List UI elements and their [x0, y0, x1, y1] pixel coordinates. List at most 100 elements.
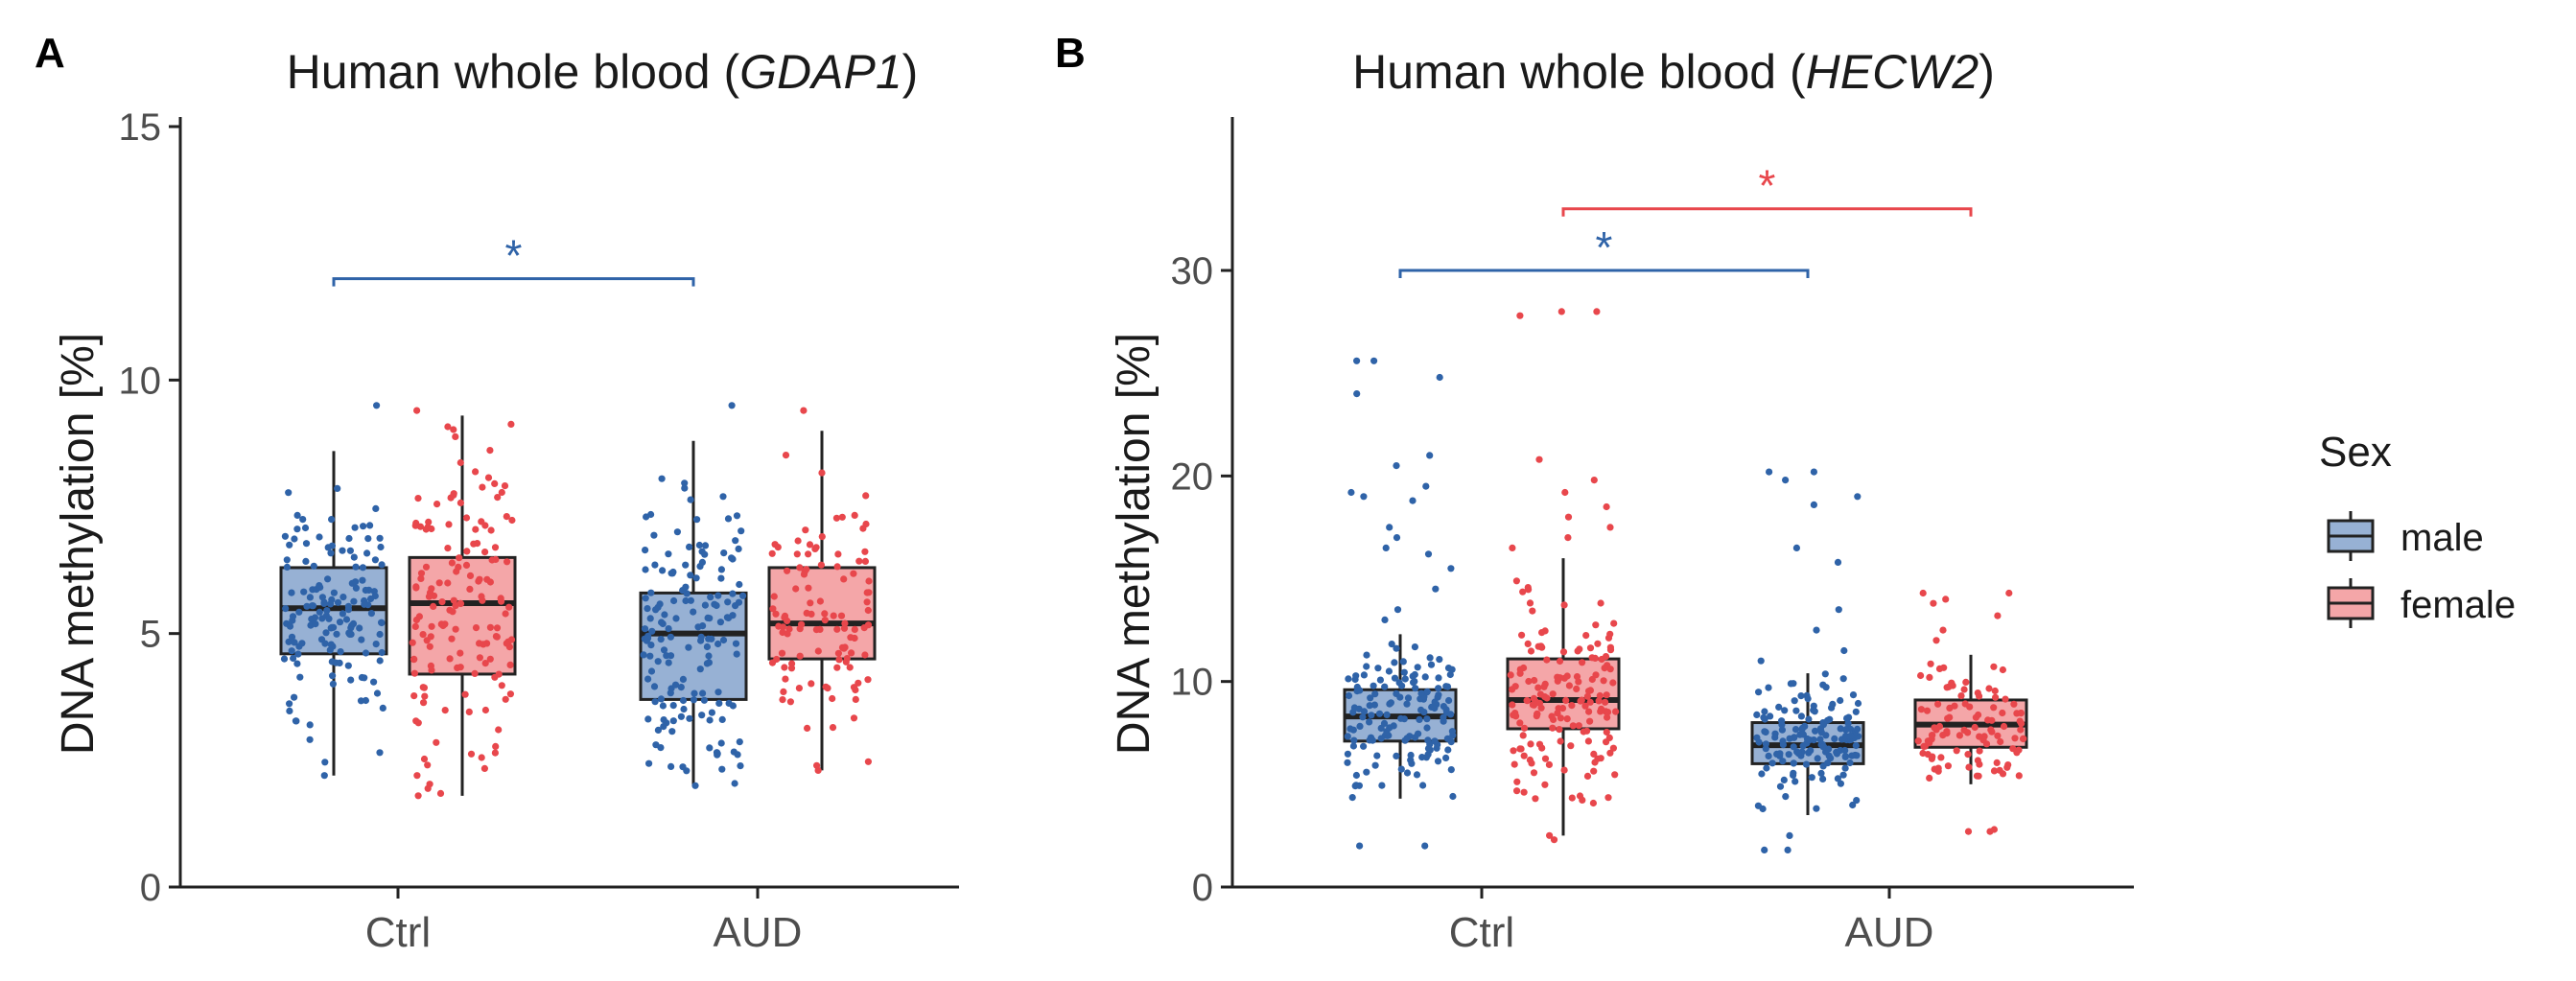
panel-a-point-female: [452, 432, 459, 440]
panel-a-point-male: [658, 475, 666, 482]
panel-b-point-male: [1378, 782, 1386, 789]
panel-b-point-male: [1841, 764, 1849, 772]
panel-a-point-male: [667, 762, 675, 771]
panel-a-point-male: [376, 630, 384, 639]
panel-a-point-male: [668, 728, 676, 736]
panel-b-point-female: [1606, 643, 1614, 651]
panel-b-point-male: [1790, 680, 1797, 688]
panel-a-point-female: [428, 622, 435, 630]
panel-a-point-female: [768, 549, 776, 557]
panel-b-point-male: [1842, 726, 1850, 734]
panel-a-point-male: [282, 605, 290, 613]
panel-a-point-male: [325, 615, 333, 622]
panel-a-point-female: [786, 698, 795, 706]
panel-b-point-female: [1586, 717, 1594, 725]
panel-a-point-male: [312, 620, 319, 628]
panel-b-point-male: [1419, 782, 1427, 789]
panel-a-point-male: [652, 741, 660, 749]
panel-a-point-male: [310, 562, 317, 570]
panel-b-point-female: [1527, 647, 1535, 655]
panel-a-point-male: [334, 484, 341, 492]
panel-b-point-male: [1825, 745, 1833, 753]
panel-b-point-male: [1786, 831, 1793, 840]
panel-b-point-female: [1931, 765, 1938, 773]
panel-b-point-male: [1355, 705, 1363, 712]
panel-a-point-male: [644, 632, 652, 640]
panel-a-point-male: [288, 589, 295, 596]
panel-a-point-female: [472, 468, 480, 476]
panel-b-point-female: [1917, 706, 1925, 713]
panel-a-point-female: [470, 540, 478, 548]
panel-a-point-male: [682, 561, 690, 569]
panel-b-point-female: [1567, 742, 1575, 750]
panel-a-point-male: [309, 602, 316, 610]
panel-a-point-female: [466, 572, 475, 580]
panel-b-point-male: [1758, 770, 1766, 778]
panel-b-point-male: [1432, 585, 1440, 593]
panel-a-point-male: [334, 598, 342, 606]
panel-a-y-axis-label: DNA methylation [%]: [53, 333, 104, 755]
panel-b-point-male: [1757, 657, 1765, 665]
panel-b-point-female: [1942, 596, 1950, 603]
panel-b-point-female: [1993, 759, 2001, 767]
panel-a-point-male: [644, 675, 652, 683]
panel-b-point-male: [1767, 712, 1774, 720]
panel-a-point-female: [437, 620, 445, 628]
panel-b-point-female: [1919, 589, 1927, 597]
panel-a-point-female: [865, 589, 873, 596]
panel-b-point-male: [1841, 753, 1849, 761]
panel-b-point-female: [1531, 676, 1538, 685]
panel-b-point-male: [1347, 488, 1355, 497]
panel-a-point-male: [695, 541, 704, 549]
panel-a-point-male: [717, 574, 725, 582]
panel-b-point-female: [1593, 308, 1601, 315]
panel-a-point-female: [818, 533, 826, 541]
panel-b-point-male: [1368, 712, 1375, 719]
panel-b-point-male: [1843, 714, 1851, 722]
panel-b-point-female: [2017, 710, 2025, 717]
panel-a-point-male: [327, 549, 335, 557]
panel-b-point-male: [1376, 676, 1384, 684]
panel-a-point-male: [651, 561, 659, 569]
panel-b-point-female: [1974, 757, 1981, 764]
panel-a-point-male: [345, 534, 353, 543]
panel-b-point-male: [1374, 665, 1382, 672]
panel-b-point-female: [1930, 599, 1937, 607]
panel-b-point-male: [1807, 747, 1815, 755]
panel-a-point-female: [414, 719, 422, 727]
panel-b-point-female: [1996, 766, 2003, 774]
panel-b-point-male: [1356, 842, 1364, 850]
panel-a-point-male: [300, 588, 308, 596]
panel-b-point-male: [1403, 769, 1412, 777]
panel-b-point-male: [1792, 544, 1800, 552]
panel-b-point-female: [1927, 660, 1934, 667]
panel-a-point-female: [495, 726, 503, 734]
panel-a-point-female: [457, 499, 464, 507]
panel-a-y-tick-label: 0: [140, 867, 161, 909]
panel-a-point-female: [425, 518, 433, 526]
panel-b-point-female: [1603, 728, 1610, 736]
panel-a-point-male: [352, 584, 360, 592]
panel-b-point-male: [1775, 703, 1783, 712]
panel-a-point-male: [306, 594, 314, 601]
panel-b-point-male: [1415, 730, 1422, 737]
panel-a-point-female: [438, 598, 446, 606]
panel-a-point-male: [691, 782, 699, 789]
panel-b-point-female: [1510, 747, 1517, 755]
panel-b-point-male: [1344, 750, 1351, 758]
panel-a-point-female: [792, 585, 800, 593]
panel-b-point-female: [1583, 692, 1591, 700]
panel-a-point-female: [864, 676, 872, 684]
panel-b-point-female: [1556, 657, 1564, 666]
panel-b-point-male: [1433, 744, 1440, 752]
panel-a-point-male: [665, 659, 672, 666]
panel-a-point-male: [643, 513, 650, 521]
panel-b-point-female: [1557, 308, 1565, 315]
panel-a-point-male: [642, 547, 649, 554]
panel-b-point-male: [1761, 846, 1768, 854]
panel-a-point-female: [833, 625, 841, 633]
panel-a-point-female: [838, 513, 846, 521]
panel-b-point-male: [1442, 754, 1450, 762]
panel-b-point-female: [1577, 697, 1584, 705]
panel-b-point-female: [1534, 684, 1542, 691]
